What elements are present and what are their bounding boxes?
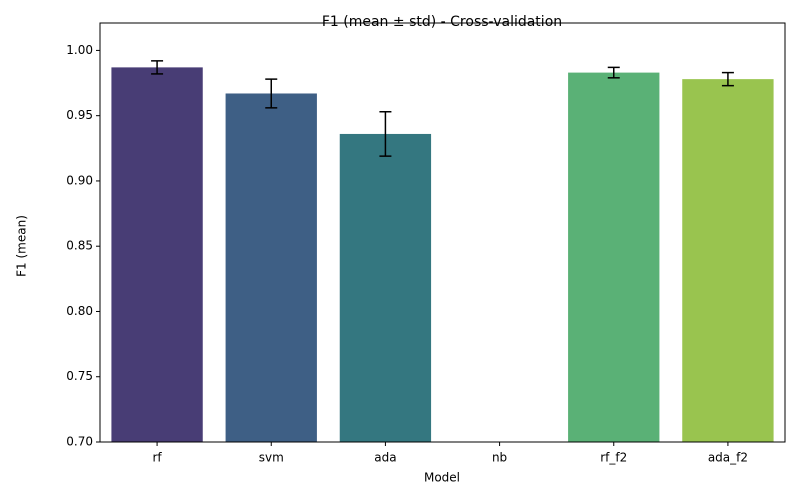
x-axis-label: Model	[424, 471, 460, 485]
bar	[225, 93, 317, 442]
x-tick-label: rf	[152, 451, 162, 465]
plot-frame	[99, 22, 786, 443]
y-tick-label: 0.90	[66, 173, 93, 187]
x-tick-label: ada	[374, 451, 396, 465]
y-tick-label: 0.70	[66, 435, 93, 449]
y-tick-label: 0.75	[66, 369, 93, 383]
chart-title: F1 (mean ± std) - Cross-validation	[322, 14, 562, 30]
y-tick-label: 0.95	[66, 108, 93, 122]
y-tick-label: 0.85	[66, 239, 93, 253]
x-tick-label: nb	[492, 451, 507, 465]
y-axis-label: F1 (mean)	[15, 215, 29, 277]
x-tick-label: svm	[259, 451, 284, 465]
x-tick-label: ada_f2	[708, 451, 748, 465]
x-tick-label: rf_f2	[600, 451, 627, 465]
bar	[111, 67, 203, 442]
bar	[682, 79, 774, 443]
bar	[568, 72, 660, 442]
y-tick-label: 1.00	[66, 43, 93, 57]
bar	[339, 133, 432, 443]
y-tick-label: 0.80	[66, 304, 93, 318]
